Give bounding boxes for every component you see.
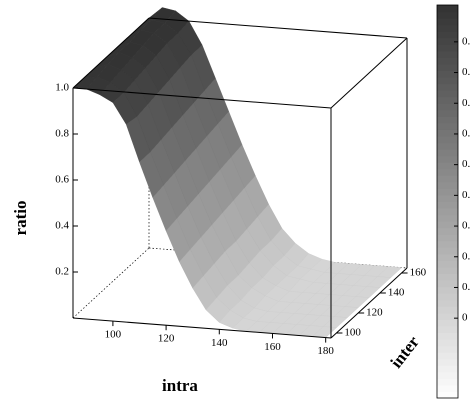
colorbar-step xyxy=(437,122,458,130)
colorbar-step xyxy=(437,332,458,340)
colorbar-step xyxy=(437,5,458,13)
colorbar-step xyxy=(437,280,458,288)
colorbar-step xyxy=(437,325,458,333)
colorbar-step xyxy=(437,345,458,353)
colorbar-step xyxy=(437,286,458,294)
y-tick-label: 140 xyxy=(388,287,405,299)
colorbar-step xyxy=(437,267,458,275)
colorbar-step xyxy=(437,90,458,98)
colorbar-step xyxy=(437,11,458,19)
colorbar-step xyxy=(437,162,458,170)
colorbar-step xyxy=(437,352,458,360)
z-tick-label: 0.8 xyxy=(55,128,69,140)
colorbar-frame xyxy=(436,4,459,399)
colorbar-step xyxy=(437,234,458,242)
colorbar-step xyxy=(437,194,458,202)
colorbar-step xyxy=(437,18,458,26)
colorbar-tick-label: 0.7 xyxy=(462,97,470,109)
colorbar-step xyxy=(437,365,458,373)
colorbar-step xyxy=(437,240,458,248)
colorbar-step xyxy=(437,214,458,222)
colorbar-tick-label: 0.4 xyxy=(462,189,470,201)
x-tick-label: 180 xyxy=(317,345,334,357)
colorbar-step xyxy=(437,247,458,255)
y-tick-label: 120 xyxy=(366,307,383,319)
colorbar-step xyxy=(437,319,458,327)
colorbar-step xyxy=(437,37,458,45)
x-tick-label: 160 xyxy=(264,341,281,353)
y-axis-label: inter xyxy=(387,332,424,372)
x-tick-label: 120 xyxy=(158,333,175,345)
z-axis-label: ratio xyxy=(11,201,30,236)
x-tick-label: 100 xyxy=(105,329,122,341)
colorbar-step xyxy=(437,391,458,399)
box-edge xyxy=(72,317,332,339)
colorbar-step xyxy=(437,175,458,183)
colorbar-step xyxy=(437,273,458,281)
colorbar-step xyxy=(437,57,458,65)
box-edge xyxy=(148,17,408,39)
colorbar-step xyxy=(437,77,458,85)
z-tick-label: 0.4 xyxy=(55,220,69,232)
x-axis-label: intra xyxy=(162,376,198,395)
box-edge xyxy=(72,17,150,89)
box-edge xyxy=(72,87,332,109)
colorbar-step xyxy=(437,260,458,268)
colorbar-step xyxy=(437,188,458,196)
colorbar-step xyxy=(437,142,458,150)
box-edge xyxy=(330,267,408,339)
colorbar-step xyxy=(437,50,458,58)
colorbar-step xyxy=(437,96,458,104)
colorbar-step xyxy=(437,339,458,347)
colorbar-step xyxy=(437,109,458,117)
colorbar-step xyxy=(437,253,458,261)
colorbar-step xyxy=(437,103,458,111)
colorbar-step xyxy=(437,208,458,216)
colorbar-step xyxy=(437,293,458,301)
colorbar-step xyxy=(437,358,458,366)
colorbar-tick-label: 0.8 xyxy=(462,66,470,78)
y-tick-label: 100 xyxy=(344,327,361,339)
colorbar-tick-label: 0.6 xyxy=(462,127,470,139)
colorbar-step xyxy=(437,155,458,163)
colorbar-tick-label: 0.2 xyxy=(462,250,470,262)
colorbar-step xyxy=(437,201,458,209)
colorbar-tick-label: 0 xyxy=(462,312,468,324)
colorbar-step xyxy=(437,63,458,71)
colorbar-step xyxy=(437,136,458,144)
colorbar-tick-label: 0.9 xyxy=(462,35,470,47)
colorbar-step xyxy=(437,149,458,157)
colorbar-step xyxy=(437,181,458,189)
colorbar-step xyxy=(437,70,458,78)
colorbar-step xyxy=(437,378,458,386)
z-tick-label: 0.2 xyxy=(55,266,69,278)
colorbar-step xyxy=(437,168,458,176)
colorbar-step xyxy=(437,129,458,137)
colorbar-tick-label: 0.5 xyxy=(462,158,470,170)
colorbar-step xyxy=(437,299,458,307)
colorbar-tick-label: 0.1 xyxy=(462,281,470,293)
colorbar-step xyxy=(437,44,458,52)
x-tick-label: 140 xyxy=(211,337,228,349)
colorbar-step xyxy=(437,384,458,392)
colorbar-tick-label: 0.3 xyxy=(462,220,470,232)
colorbar-step xyxy=(437,312,458,320)
colorbar-step xyxy=(437,306,458,314)
box-edge xyxy=(330,37,408,109)
colorbar-step xyxy=(437,31,458,39)
colorbar-step xyxy=(437,116,458,124)
y-tick-label: 160 xyxy=(410,267,427,279)
box-edge xyxy=(72,247,150,319)
colorbar-step xyxy=(437,24,458,32)
z-tick-label: 0.6 xyxy=(55,174,69,186)
colorbar-step xyxy=(437,227,458,235)
colorbar-step xyxy=(437,221,458,229)
colorbar-step xyxy=(437,83,458,91)
colorbar-step xyxy=(437,371,458,379)
z-tick-label: 1.0 xyxy=(55,82,69,94)
